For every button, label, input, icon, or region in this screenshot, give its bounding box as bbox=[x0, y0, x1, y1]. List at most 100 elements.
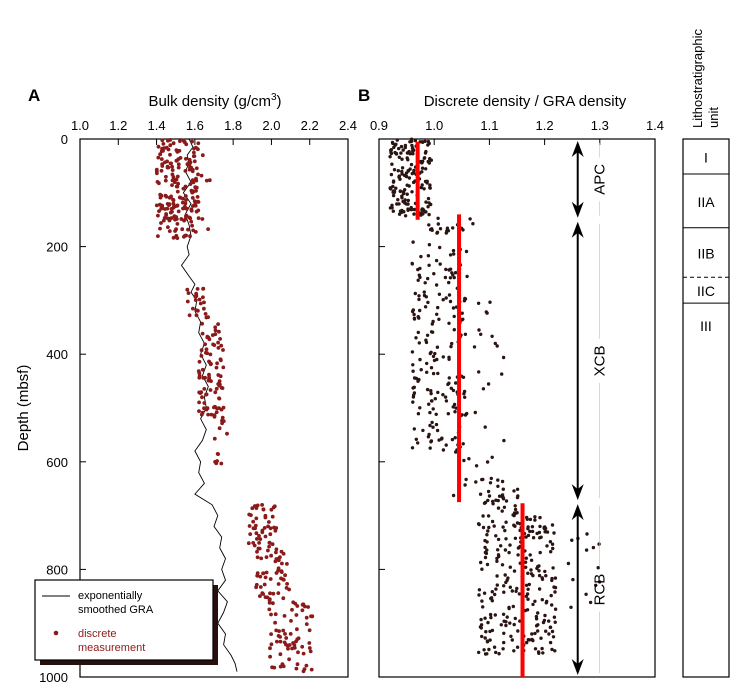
ratio-point bbox=[401, 199, 405, 204]
discrete-point bbox=[281, 664, 286, 669]
ratio-point bbox=[488, 638, 492, 642]
ratio-point bbox=[524, 535, 528, 539]
discrete-point bbox=[304, 622, 309, 626]
ratio-point bbox=[538, 550, 542, 555]
ratio-point bbox=[473, 410, 477, 415]
ratio-point bbox=[400, 196, 404, 200]
panel-a-plot-area bbox=[154, 138, 315, 674]
ratio-point bbox=[543, 613, 547, 618]
panel-b-x-ticks: 0.9 1.0 1.1 1.2 1.3 1.4 bbox=[370, 118, 664, 145]
discrete-point bbox=[192, 150, 196, 155]
discrete-point bbox=[285, 582, 289, 586]
discrete-point bbox=[193, 185, 198, 190]
ratio-point bbox=[413, 291, 417, 296]
ratio-point bbox=[462, 458, 466, 463]
discrete-point bbox=[200, 217, 205, 221]
ratio-point bbox=[400, 169, 404, 174]
ratio-point bbox=[491, 499, 495, 504]
ratio-point bbox=[452, 314, 456, 319]
interval-arrow-head-up bbox=[571, 221, 584, 238]
ratio-point bbox=[449, 386, 453, 390]
ratio-point bbox=[483, 425, 487, 429]
discrete-point bbox=[186, 227, 190, 232]
ratio-point bbox=[408, 167, 412, 171]
discrete-point bbox=[171, 141, 176, 146]
ratio-point bbox=[494, 498, 498, 502]
discrete-point bbox=[167, 229, 172, 234]
ratio-point bbox=[408, 140, 412, 144]
discrete-point bbox=[307, 641, 312, 645]
ratio-point bbox=[553, 649, 557, 653]
ratio-point bbox=[410, 207, 414, 212]
ratio-point bbox=[487, 647, 491, 652]
discrete-point bbox=[286, 646, 290, 651]
panel-a-y-ticks: 0 200 400 600 800 1000 bbox=[39, 132, 86, 685]
discrete-point bbox=[160, 164, 165, 168]
ratio-point bbox=[427, 141, 431, 146]
discrete-point bbox=[205, 335, 210, 340]
ratio-point bbox=[418, 357, 422, 362]
discrete-point bbox=[300, 608, 305, 613]
ratio-point bbox=[550, 647, 554, 652]
discrete-point bbox=[261, 507, 266, 512]
ratio-point bbox=[390, 203, 394, 207]
discrete-point bbox=[250, 506, 255, 511]
ratio-point bbox=[482, 648, 486, 652]
ratio-point bbox=[597, 580, 602, 584]
ratio-point bbox=[463, 332, 468, 336]
discrete-point bbox=[258, 585, 263, 589]
discrete-point bbox=[202, 387, 207, 391]
ratio-point bbox=[471, 222, 475, 226]
panel-a-x-ticks: 1.0 1.2 1.4 1.6 1.8 2.0 2.2 2.4 bbox=[71, 118, 357, 145]
ratio-point bbox=[597, 542, 601, 546]
ratio-point bbox=[425, 179, 429, 183]
discrete-point bbox=[181, 206, 185, 211]
ratio-point bbox=[452, 275, 456, 280]
ratio-point bbox=[437, 292, 442, 296]
discrete-point bbox=[279, 576, 283, 581]
panel-a-x-axis-title: Bulk density (g/cm3) bbox=[148, 92, 281, 110]
ratio-point bbox=[505, 615, 509, 619]
ratio-point bbox=[510, 589, 514, 593]
ratio-point bbox=[450, 341, 454, 346]
discrete-point bbox=[287, 657, 291, 662]
discrete-point bbox=[266, 548, 270, 553]
ratio-point bbox=[420, 160, 424, 164]
discrete-point bbox=[199, 412, 204, 417]
discrete-point bbox=[260, 528, 265, 533]
panel-a-x-axis-title-main: Bulk density (g/cm bbox=[148, 93, 271, 110]
ratio-point bbox=[425, 387, 430, 392]
discrete-point bbox=[255, 549, 259, 554]
discrete-point bbox=[198, 301, 203, 306]
ratio-point bbox=[428, 423, 432, 428]
ratio-point bbox=[422, 293, 427, 298]
discrete-point bbox=[213, 390, 218, 395]
ratio-point bbox=[391, 193, 396, 198]
discrete-point bbox=[196, 141, 201, 146]
ratio-point bbox=[426, 435, 431, 439]
ratio-point bbox=[492, 645, 497, 649]
discrete-point bbox=[255, 571, 260, 575]
x-tick-label: 1.8 bbox=[224, 118, 242, 133]
discrete-point bbox=[193, 203, 198, 208]
ratio-point bbox=[477, 588, 482, 592]
ratio-point bbox=[488, 612, 493, 617]
discrete-point bbox=[281, 577, 286, 582]
ratio-point bbox=[493, 341, 497, 346]
discrete-point bbox=[258, 594, 262, 598]
ratio-point bbox=[515, 586, 519, 591]
ratio-point bbox=[452, 252, 456, 256]
discrete-point bbox=[261, 592, 265, 596]
y-tick-label: 1000 bbox=[39, 670, 68, 685]
ratio-point bbox=[451, 493, 456, 498]
discrete-point bbox=[209, 362, 213, 366]
discrete-point bbox=[175, 222, 180, 226]
unit-label: I bbox=[704, 149, 708, 165]
ratio-point bbox=[477, 593, 481, 597]
ratio-point bbox=[528, 529, 532, 534]
ratio-point bbox=[423, 210, 427, 214]
ratio-point bbox=[434, 258, 439, 263]
ratio-point bbox=[392, 189, 397, 193]
discrete-point bbox=[168, 152, 172, 157]
